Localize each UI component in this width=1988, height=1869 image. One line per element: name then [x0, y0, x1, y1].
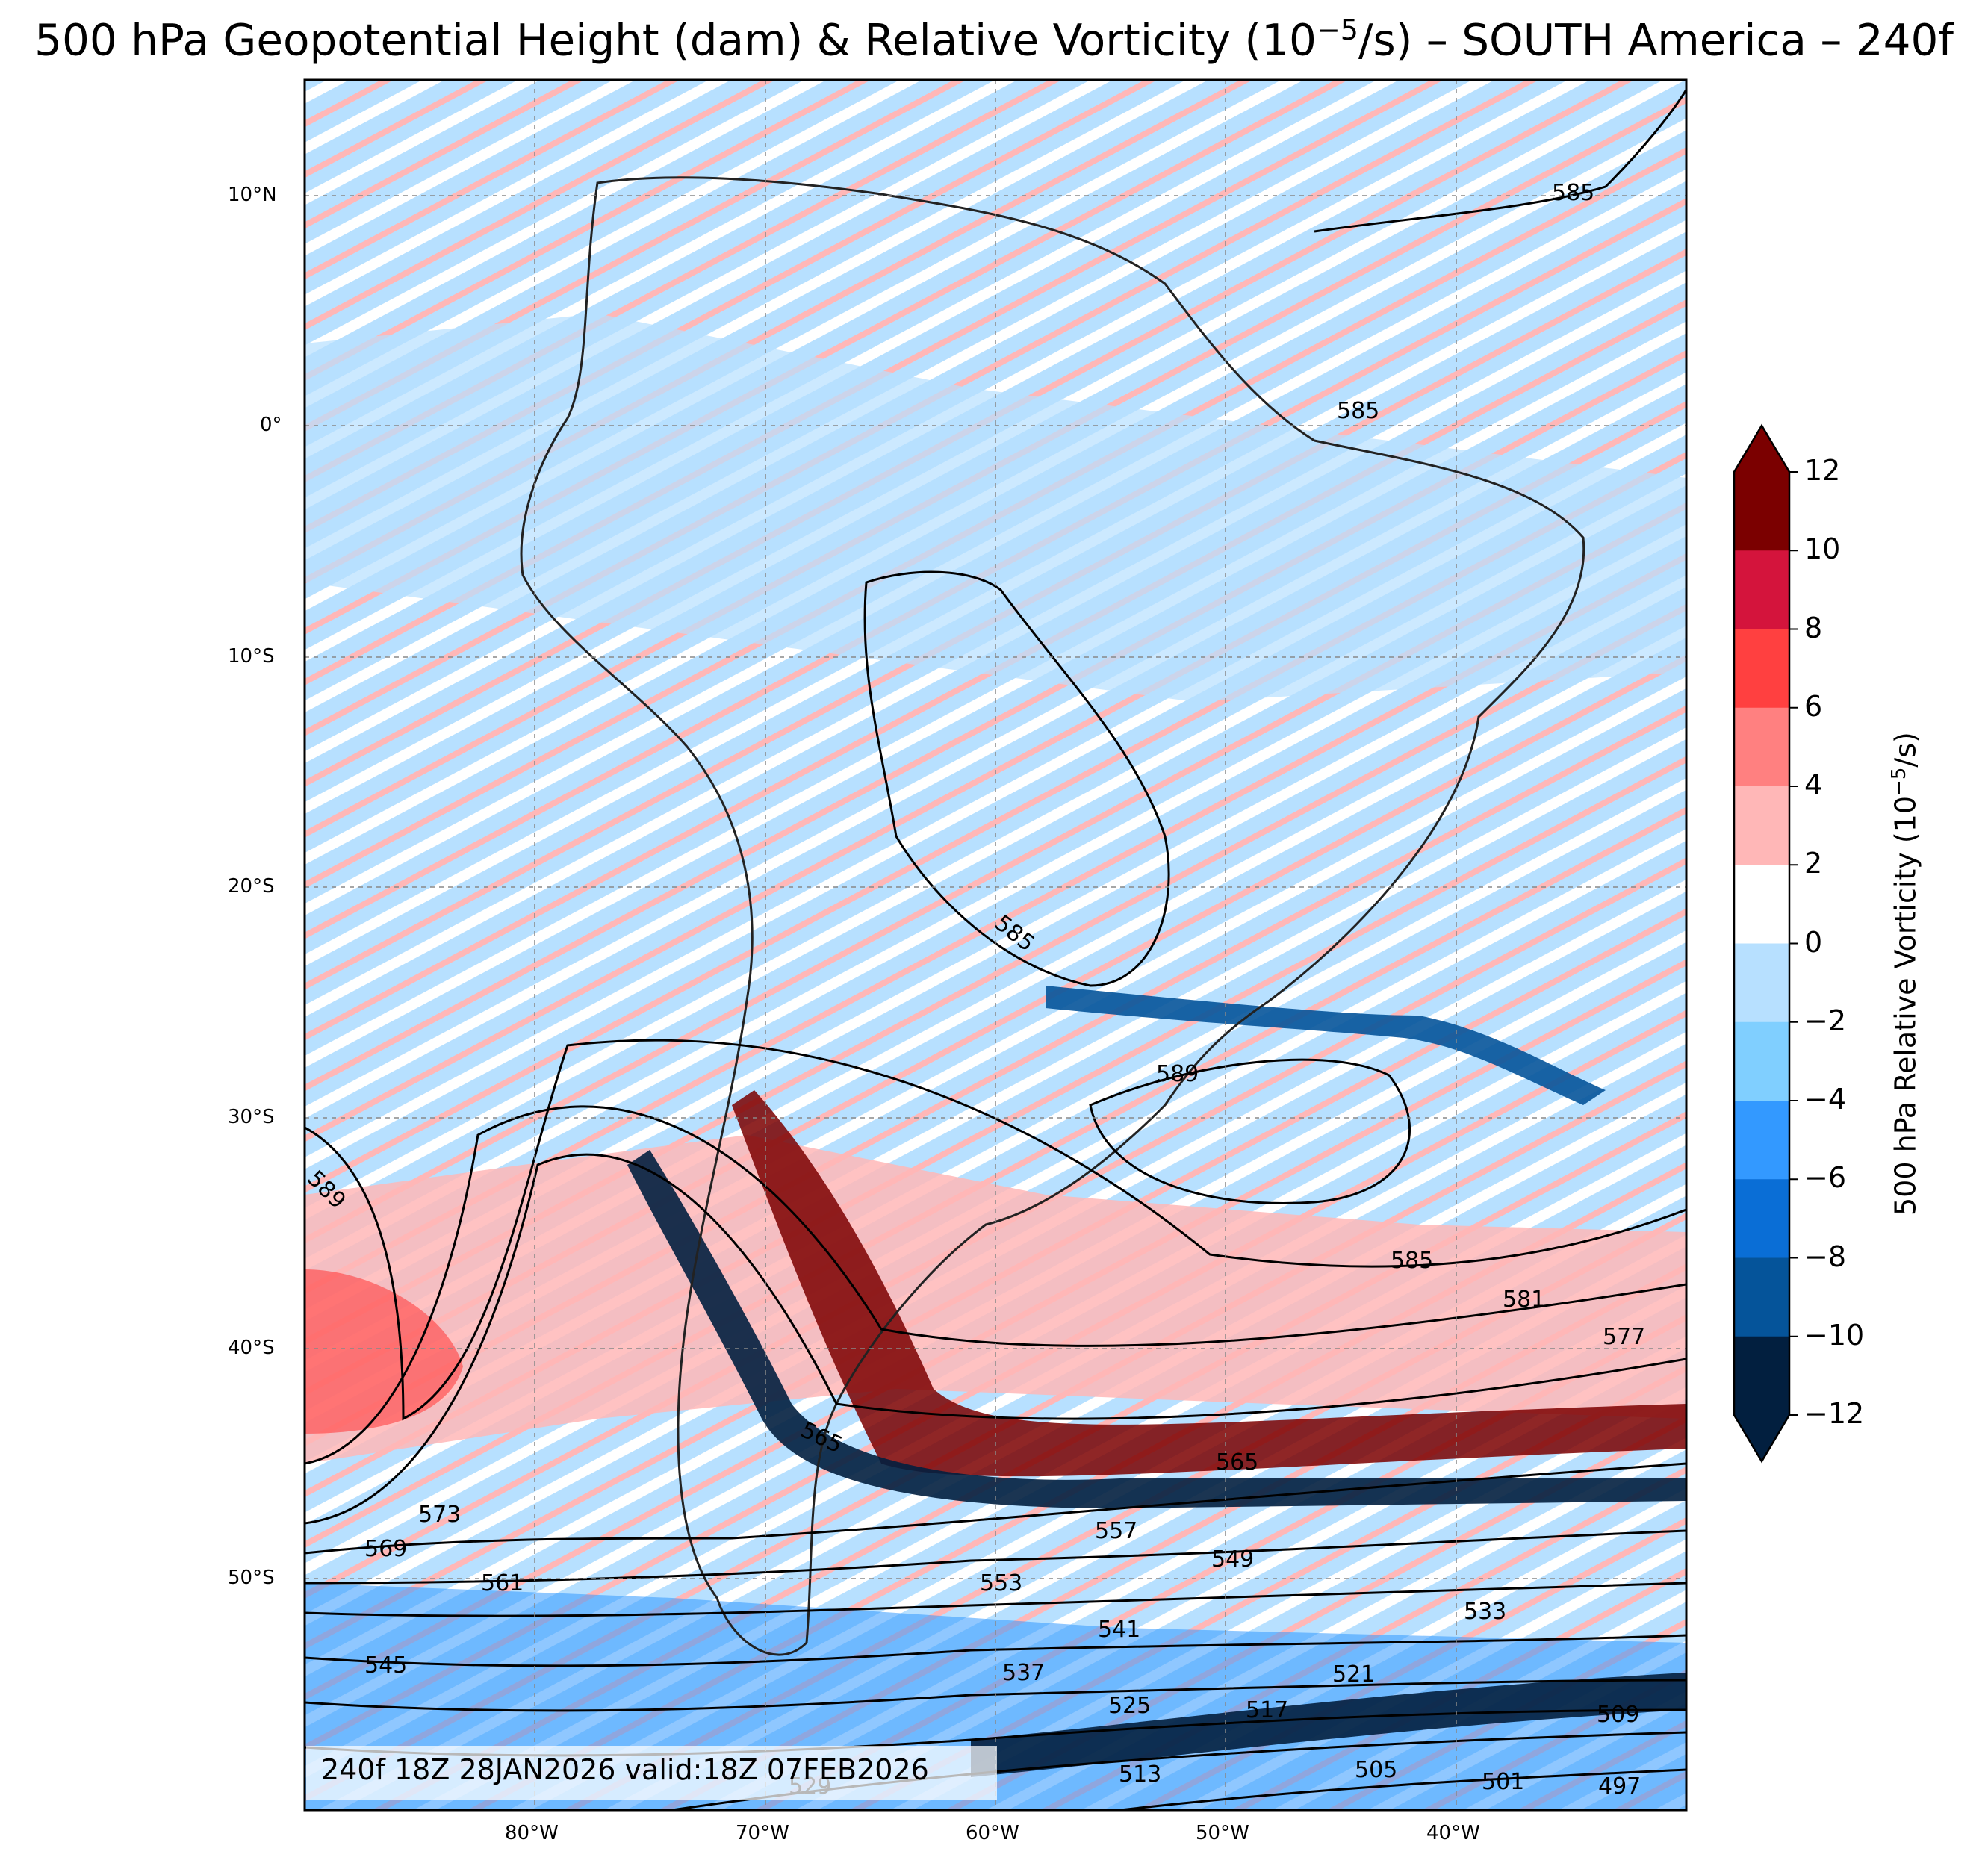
- lon-tick-label: 70°W: [736, 1822, 789, 1844]
- contour-label: 509: [1597, 1702, 1639, 1728]
- contour-label: 533: [1464, 1599, 1506, 1625]
- colorbar-tick-label: 0: [1804, 925, 1823, 959]
- contour-label: 581: [1503, 1287, 1545, 1313]
- vorticity-band-southern-jet: [971, 1673, 1686, 1777]
- contour-label: 525: [1108, 1693, 1151, 1719]
- colorbar-label-prefix: 500 hPa Relative Vorticity (10: [1889, 795, 1922, 1216]
- vorticity-band-tropical: [305, 314, 1686, 702]
- lat-tick-label: 20°S: [228, 875, 275, 898]
- vorticity-band-pacific-positive: [305, 1269, 463, 1434]
- coastline-south-america: [520, 176, 1585, 1656]
- valid-time-box: [306, 1746, 997, 1800]
- vorticity-band-brazil-jet: [1046, 986, 1606, 1105]
- contour-label: 521: [1332, 1661, 1375, 1688]
- map-frame: [303, 78, 1688, 1812]
- colorbar-tick-label: 12: [1804, 454, 1841, 487]
- contour-label: 513: [1119, 1761, 1161, 1788]
- contour-label: 573: [418, 1502, 461, 1528]
- colorbar-label-suffix: /s): [1889, 732, 1922, 768]
- contour-line: [305, 1634, 1686, 1667]
- lat-tick-label: 50°S: [228, 1567, 275, 1589]
- lat-tick-label: 40°S: [228, 1337, 275, 1359]
- contour-label: 537: [1002, 1660, 1045, 1686]
- colorbar-tick-label: 2: [1804, 847, 1823, 880]
- contour-line: [305, 1039, 1686, 1421]
- contour-label: 577: [1603, 1324, 1645, 1350]
- contour-line: [305, 1679, 1686, 1712]
- contour-line: [1119, 1768, 1686, 1810]
- lon-tick-label: 40°W: [1426, 1822, 1480, 1844]
- colorbar-tick-label: 4: [1804, 768, 1823, 801]
- contour-line: [305, 1105, 1686, 1465]
- contour-label: 497: [1598, 1773, 1641, 1800]
- contour-label: 545: [364, 1652, 407, 1679]
- contour-label: 589: [1156, 1061, 1199, 1087]
- vorticity-band-strong-positive: [732, 1090, 1686, 1477]
- contour-line: [305, 1153, 1686, 1525]
- title-exponent: −5: [1316, 13, 1358, 46]
- contour-label: 517: [1246, 1697, 1288, 1723]
- contour-label: 505: [1355, 1757, 1397, 1783]
- lon-tick-label: 60°W: [966, 1822, 1019, 1844]
- contour-line: [1314, 89, 1686, 233]
- title-prefix: 500 hPa Geopotential Height (dam) & Rela…: [34, 14, 1317, 66]
- colorbar-tick-label: −2: [1804, 1004, 1847, 1037]
- colorbar-tick-label: −4: [1804, 1083, 1847, 1116]
- contour-line: [305, 1529, 1686, 1585]
- contour-label: 565: [1216, 1449, 1258, 1475]
- colorbar-tick-label: 6: [1804, 689, 1823, 723]
- colorbar-tick-label: 8: [1804, 611, 1823, 644]
- lon-tick-label: 80°W: [505, 1822, 559, 1844]
- contour-label: 561: [481, 1570, 524, 1596]
- contour-label: 553: [980, 1570, 1022, 1596]
- contour-label: 585: [1337, 398, 1379, 424]
- contour-label: 549: [1211, 1546, 1254, 1573]
- map-field: [305, 80, 1686, 1810]
- height-contours: [305, 89, 1686, 1810]
- lat-tick-label: 10°S: [228, 645, 275, 668]
- valid-time-label: 240f 18Z 28JAN2026 valid:18Z 07FEB2026: [321, 1753, 929, 1786]
- contour-label: 541: [1098, 1617, 1140, 1643]
- contour-label: 557: [1095, 1518, 1137, 1544]
- colorbar-tick-label: −6: [1804, 1161, 1847, 1195]
- lat-tick-label: 0°: [260, 414, 282, 436]
- contour-line: [305, 1582, 1686, 1617]
- colorbar-tick-label: −12: [1804, 1397, 1865, 1430]
- lat-tick-label: 30°S: [228, 1106, 275, 1128]
- title-suffix: /s) – SOUTH America – 240f: [1358, 14, 1954, 66]
- colorbar-tick-label: 10: [1804, 532, 1841, 566]
- contour-line: [863, 570, 1170, 987]
- chart-title: 500 hPa Geopotential Height (dam) & Rela…: [0, 13, 1988, 65]
- colorbar-tick-label: −10: [1804, 1318, 1865, 1352]
- colorbar-tick-label: −8: [1804, 1240, 1847, 1273]
- contour-label: 569: [364, 1536, 407, 1562]
- colorbar-label-exponent: −5: [1888, 767, 1910, 796]
- lon-tick-label: 50°W: [1196, 1822, 1249, 1844]
- contour-label: 585: [1552, 180, 1594, 206]
- contour-line: [1089, 1058, 1411, 1204]
- contour-label: 585: [1391, 1248, 1433, 1274]
- contour-line: [305, 1462, 1686, 1555]
- lat-tick-label: 10°N: [228, 184, 277, 206]
- graticule: [305, 80, 1686, 1810]
- colorbar-label: 500 hPa Relative Vorticity (10−5/s): [1888, 732, 1922, 1216]
- contour-label: 501: [1482, 1769, 1524, 1795]
